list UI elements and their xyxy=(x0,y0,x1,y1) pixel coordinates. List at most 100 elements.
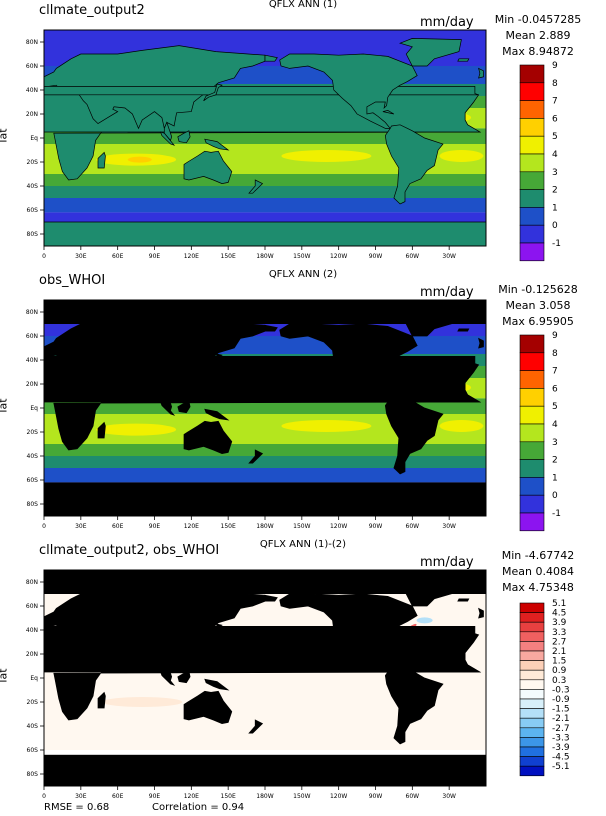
colorbar-label: 1 xyxy=(552,473,558,483)
panel-left-title: obs_WHOI xyxy=(39,273,106,288)
colorbar-box xyxy=(519,207,545,226)
colorbar-box xyxy=(519,370,545,389)
landmass-europe_w xyxy=(44,86,479,96)
map-plot: 0 30E 60E 90E 120E 150E 180W 150W 120W 90W 60W 30W 8… xyxy=(26,29,561,262)
colorbar-box xyxy=(519,746,545,757)
colorbar-box xyxy=(519,189,545,208)
landmass-nz xyxy=(248,719,264,734)
colorbar-label: 3 xyxy=(552,168,558,178)
band-subpolar-s xyxy=(44,198,486,213)
landmass-namerica xyxy=(279,53,418,129)
map-plot: 0 30E 60E 90E 120E 150E 180W 150W 120W 90W 60W 30W 8… xyxy=(26,299,561,532)
landmass-iceland xyxy=(457,58,470,62)
x-tick-label: 60W xyxy=(406,253,420,260)
colorbar-label: -5.1 xyxy=(552,762,570,772)
colorbar-label: 7 xyxy=(552,367,558,377)
land-layer xyxy=(44,38,486,246)
colorbar-label: 4 xyxy=(552,420,558,430)
colorbar-box xyxy=(519,641,545,652)
colorbar-label: -0.3 xyxy=(552,685,570,695)
y-tick-label: 60N xyxy=(26,333,38,340)
y-tick-label: 80N xyxy=(26,579,38,586)
colorbar-label: 5 xyxy=(552,402,558,412)
x-tick-label: 120E xyxy=(184,523,199,530)
x-tick-label: 180W xyxy=(256,253,273,260)
landmass-borneo xyxy=(177,130,191,144)
landmass-cuba xyxy=(382,650,395,655)
landmass-chukotka xyxy=(264,54,278,62)
colorbar-label: 0 xyxy=(552,221,558,231)
landmass-japan xyxy=(203,83,223,102)
colorbar-label: 4.5 xyxy=(552,609,566,619)
band-midlat-s xyxy=(44,186,486,198)
colorbar-box xyxy=(519,602,545,613)
y-tick-label: Eq xyxy=(30,405,38,412)
x-tick-label: 60W xyxy=(406,793,420,800)
panel-left-title: cllmate_output2 xyxy=(39,3,145,18)
colorbar-label: 6 xyxy=(552,114,558,124)
colorbar-box xyxy=(519,171,545,190)
landmass-madagascar xyxy=(97,421,106,439)
max-sind-core xyxy=(127,156,152,163)
diff-sind xyxy=(102,697,183,707)
colorbar-box xyxy=(519,708,545,719)
y-tick-label: 60N xyxy=(26,603,38,610)
x-tick-label: 90W xyxy=(369,523,383,530)
y-tick-label: 20S xyxy=(27,699,39,706)
field-layer xyxy=(44,570,486,786)
x-tick-label: 150W xyxy=(293,523,310,530)
x-tick-label: 120W xyxy=(330,253,347,260)
rmse-label: RMSE = 0.68 xyxy=(44,802,110,813)
landmass-ng xyxy=(204,678,230,691)
x-tick-label: 30E xyxy=(75,793,87,800)
landmass-uk xyxy=(478,607,484,619)
min-value: Min -0.0457285 xyxy=(494,13,582,26)
colorbar-box xyxy=(519,477,545,496)
band-subtrop-s xyxy=(44,174,486,186)
landmass-borneo xyxy=(177,400,191,414)
landmass-australia xyxy=(183,690,233,724)
min-value: Min -4.67742 xyxy=(501,549,575,562)
colorbar-box xyxy=(519,388,545,407)
mask-arctic xyxy=(44,300,486,324)
panel-difference: cllmate_output2, obs_WHOI QFLX ANN (1)-(… xyxy=(0,540,606,816)
colorbar-box xyxy=(519,352,545,371)
colorbar-box xyxy=(519,679,545,690)
colorbar-label: -1 xyxy=(552,509,561,519)
x-tick-label: 60E xyxy=(112,793,124,800)
landmass-borneo xyxy=(177,670,191,684)
colorbar-box xyxy=(519,669,545,681)
x-tick-label: 180W xyxy=(256,523,273,530)
colorbar-box xyxy=(519,621,545,633)
colorbar-label: 1.5 xyxy=(552,657,566,667)
panel-model: cllmate_output2 QFLX ANN (1) mm/day Min … xyxy=(0,0,606,276)
stats-box: Min -4.67742 Mean 0.4084 Max 4.75348 xyxy=(492,548,584,596)
panel-left-title: cllmate_output2, obs_WHOI xyxy=(39,543,220,558)
band-subpolar-s xyxy=(44,468,486,483)
diff-nordic xyxy=(416,617,433,624)
landmass-ng xyxy=(204,408,230,421)
x-tick-label: 0 xyxy=(42,253,46,260)
colorbar-box xyxy=(519,698,545,709)
x-tick-label: 0 xyxy=(42,793,46,800)
y-tick-label: 80N xyxy=(26,39,38,46)
x-tick-label: 150W xyxy=(293,793,310,800)
colorbar-box xyxy=(519,612,545,623)
x-tick-label: 150E xyxy=(221,523,236,530)
colorbar-label: -3.9 xyxy=(552,743,570,753)
max-value: Max 4.75348 xyxy=(502,581,574,594)
colorbar-label: 1 xyxy=(552,203,558,213)
x-tick-label: 120E xyxy=(184,253,199,260)
y-tick-label: 20S xyxy=(27,159,39,166)
landmass-europe_w xyxy=(44,356,479,366)
landmass-chukotka xyxy=(264,324,278,332)
colorbar-box xyxy=(519,737,545,748)
colorbar-box xyxy=(519,689,545,700)
stats-box: Min -0.125628 Mean 3.058 Max 6.95905 xyxy=(492,282,584,330)
x-tick-label: 30E xyxy=(75,523,87,530)
colorbar-label: 0 xyxy=(552,491,558,501)
landmass-ng xyxy=(204,138,230,151)
max-value: Max 6.95905 xyxy=(502,315,574,328)
y-tick-label: 20N xyxy=(26,111,38,118)
colorbar-label: -3.3 xyxy=(552,733,570,743)
